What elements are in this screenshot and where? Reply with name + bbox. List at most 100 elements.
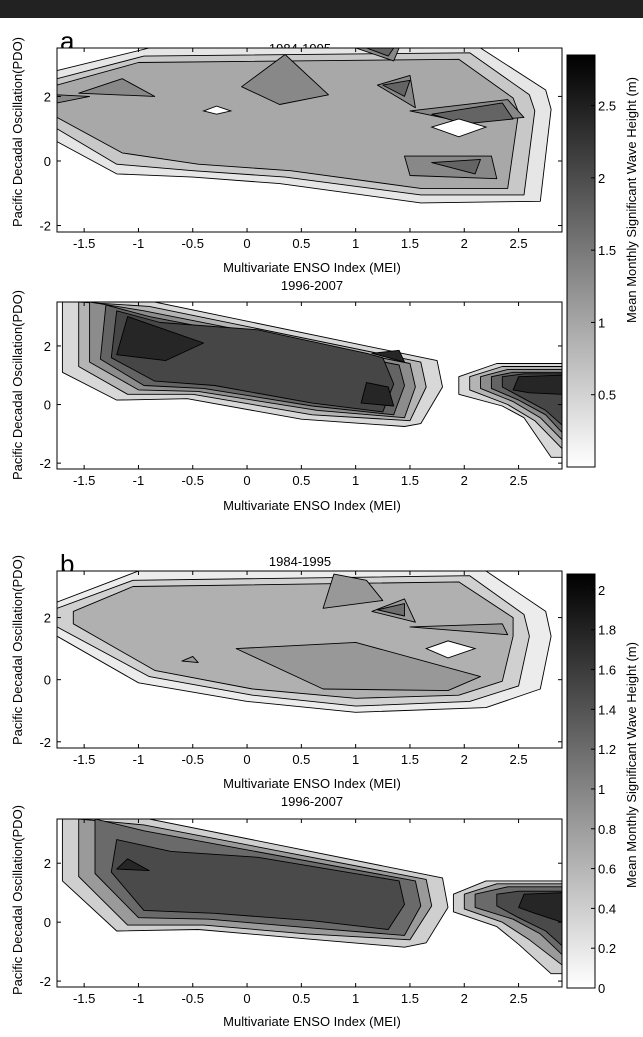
panel-b-top-title: 1984-1995 bbox=[269, 554, 331, 569]
y-tick-label: 0 bbox=[44, 915, 51, 930]
panel-b-colorbar: 0 0.2 0.4 0.6 0.8 1 1.2 1.4 1.6 1.8 2 bbox=[566, 573, 616, 996]
panel-a-bottom-plot: -1.5 -1 -0.5 0 0.5 1 1.5 2 2.5 -2 0 2 bbox=[39, 301, 563, 488]
contour-band-1-6 bbox=[78, 78, 156, 97]
x-tick-label: -0.5 bbox=[182, 473, 204, 488]
contour-band-2-4 bbox=[116, 316, 205, 362]
contour-hole bbox=[424, 640, 477, 659]
colorbar-tick-label: 2.5 bbox=[598, 99, 616, 114]
panel-b-bottom-plot: -1.5 -1 -0.5 0 0.5 1 1.5 2 2.5 -2 0 2 bbox=[39, 818, 563, 1006]
top-dark-bar bbox=[0, 0, 643, 18]
contour-band-1-6 bbox=[110, 839, 405, 930]
contour-hole bbox=[430, 118, 488, 138]
x-tick-label: 0 bbox=[243, 991, 250, 1006]
x-tick-label: 2 bbox=[461, 236, 468, 251]
x-tick-label: -1.5 bbox=[73, 236, 95, 251]
colorbar-tick-label: 1 bbox=[598, 315, 605, 330]
x-tick-label: 1.5 bbox=[401, 752, 419, 767]
y-tick-label: 2 bbox=[44, 89, 51, 104]
contour-band-2 bbox=[116, 858, 150, 872]
x-tick-label: 2 bbox=[461, 991, 468, 1006]
colorbar-tick-label: 2 bbox=[598, 583, 605, 598]
contour-band-1-6 bbox=[409, 623, 509, 636]
x-tick-label: 0 bbox=[243, 752, 250, 767]
panel-b-colorbar-label: Mean Monthly Significant Wave Height (m) bbox=[624, 642, 639, 888]
panel-b-bottom-title: 1996-2007 bbox=[281, 794, 343, 809]
colorbar-tick-label: 0.5 bbox=[598, 388, 616, 403]
contour-band-2 bbox=[382, 79, 411, 97]
x-tick-label: 1 bbox=[352, 752, 359, 767]
contour-layer bbox=[57, 571, 552, 713]
colorbar-tick-label: 1.6 bbox=[598, 663, 616, 678]
y-tick-label: 2 bbox=[44, 611, 51, 626]
contour-band-2-4 bbox=[360, 382, 395, 407]
y-tick-label: 0 bbox=[44, 673, 51, 688]
y-tick-label: -2 bbox=[39, 219, 51, 234]
panel-a-top-plot: -1.5 -1 -0.5 0 0.5 1 1.5 2 2.5 -2 0 2 bbox=[39, 47, 563, 251]
y-tick-label: -2 bbox=[39, 456, 51, 471]
panel-b-top-plot: -1.5 -1 -0.5 0 0.5 1 1.5 2 2.5 -2 0 2 bbox=[39, 570, 563, 767]
colorbar-tick-label: 1.8 bbox=[598, 623, 616, 638]
colorbar-tick-label: 1.2 bbox=[598, 742, 616, 757]
colorbar-ramp bbox=[566, 573, 596, 989]
plot-frame bbox=[56, 570, 563, 749]
colorbar-tick-label: 1.5 bbox=[598, 243, 616, 258]
y-tick-label: 2 bbox=[44, 856, 51, 871]
contour-hole bbox=[202, 105, 233, 115]
contour-band-1-6 bbox=[322, 573, 384, 609]
x-tick-label: 1 bbox=[352, 991, 359, 1006]
panel-a-bottom-xlabel: Multivariate ENSO Index (MEI) bbox=[223, 498, 401, 513]
contour-band-2-4 bbox=[371, 349, 405, 363]
colorbar-tick-label: 0.4 bbox=[598, 901, 616, 916]
x-tick-label: 1.5 bbox=[401, 991, 419, 1006]
colorbar-tick-label: 0.6 bbox=[598, 862, 616, 877]
contour-band-1-6 bbox=[235, 641, 481, 692]
contour-band-2 bbox=[431, 158, 481, 175]
x-tick-label: -1 bbox=[133, 991, 145, 1006]
contour-band-2 bbox=[376, 603, 405, 617]
contour-layer bbox=[57, 48, 552, 204]
x-tick-label: 2 bbox=[461, 752, 468, 767]
panel-b-bottom-xlabel: Multivariate ENSO Index (MEI) bbox=[223, 1014, 401, 1029]
contour-layer bbox=[61, 819, 562, 975]
contour-band-1-6 bbox=[181, 655, 199, 664]
colorbar-tick-label: 2 bbox=[598, 171, 605, 186]
x-tick-label: -1 bbox=[133, 236, 145, 251]
x-tick-label: -1.5 bbox=[73, 991, 95, 1006]
contour-band-1-6 bbox=[57, 94, 91, 104]
x-tick-label: -1 bbox=[133, 473, 145, 488]
panel-b-top-xlabel: Multivariate ENSO Index (MEI) bbox=[223, 776, 401, 791]
x-tick-label: -1.5 bbox=[73, 473, 95, 488]
contour-band-2 bbox=[366, 48, 395, 57]
x-tick-label: 0.5 bbox=[292, 473, 310, 488]
x-tick-label: 2.5 bbox=[510, 473, 528, 488]
x-tick-label: 0 bbox=[243, 473, 250, 488]
colorbar-tick-label: 0 bbox=[598, 981, 605, 996]
x-tick-label: 2.5 bbox=[510, 752, 528, 767]
panel-b-bottom-ylabel: Pacific Decadal Oscillation(PDO) bbox=[10, 805, 25, 995]
y-tick-label: -2 bbox=[39, 735, 51, 750]
x-tick-label: -1.5 bbox=[73, 752, 95, 767]
x-tick-label: 1.5 bbox=[401, 473, 419, 488]
colorbar-tick-label: 0.2 bbox=[598, 941, 616, 956]
panel-a-top-ylabel: Pacific Decadal Oscillation(PDO) bbox=[10, 37, 25, 227]
y-tick-label: -2 bbox=[39, 974, 51, 989]
panel-a-top-xlabel: Multivariate ENSO Index (MEI) bbox=[223, 260, 401, 275]
x-tick-label: 0 bbox=[243, 236, 250, 251]
contour-band-2 bbox=[518, 892, 562, 923]
x-tick-label: -1 bbox=[133, 752, 145, 767]
contour-band-1-6 bbox=[241, 54, 329, 105]
plot-frame bbox=[56, 47, 563, 233]
x-tick-label: 1 bbox=[352, 236, 359, 251]
x-tick-label: 0.5 bbox=[292, 752, 310, 767]
colorbar-tick-label: 1.4 bbox=[598, 702, 616, 717]
plot-frame bbox=[56, 301, 563, 470]
panel-a-colorbar-label: Mean Monthly Significant Wave Height (m) bbox=[624, 77, 639, 323]
panel-a-bottom-ylabel: Pacific Decadal Oscillation(PDO) bbox=[10, 290, 25, 480]
contour-band-2-4 bbox=[512, 374, 562, 395]
x-tick-label: 2.5 bbox=[510, 236, 528, 251]
colorbar-tick-label: 0.8 bbox=[598, 822, 616, 837]
x-tick-label: 1.5 bbox=[401, 236, 419, 251]
contour-layer bbox=[61, 302, 562, 458]
colorbar-ramp bbox=[566, 54, 596, 468]
